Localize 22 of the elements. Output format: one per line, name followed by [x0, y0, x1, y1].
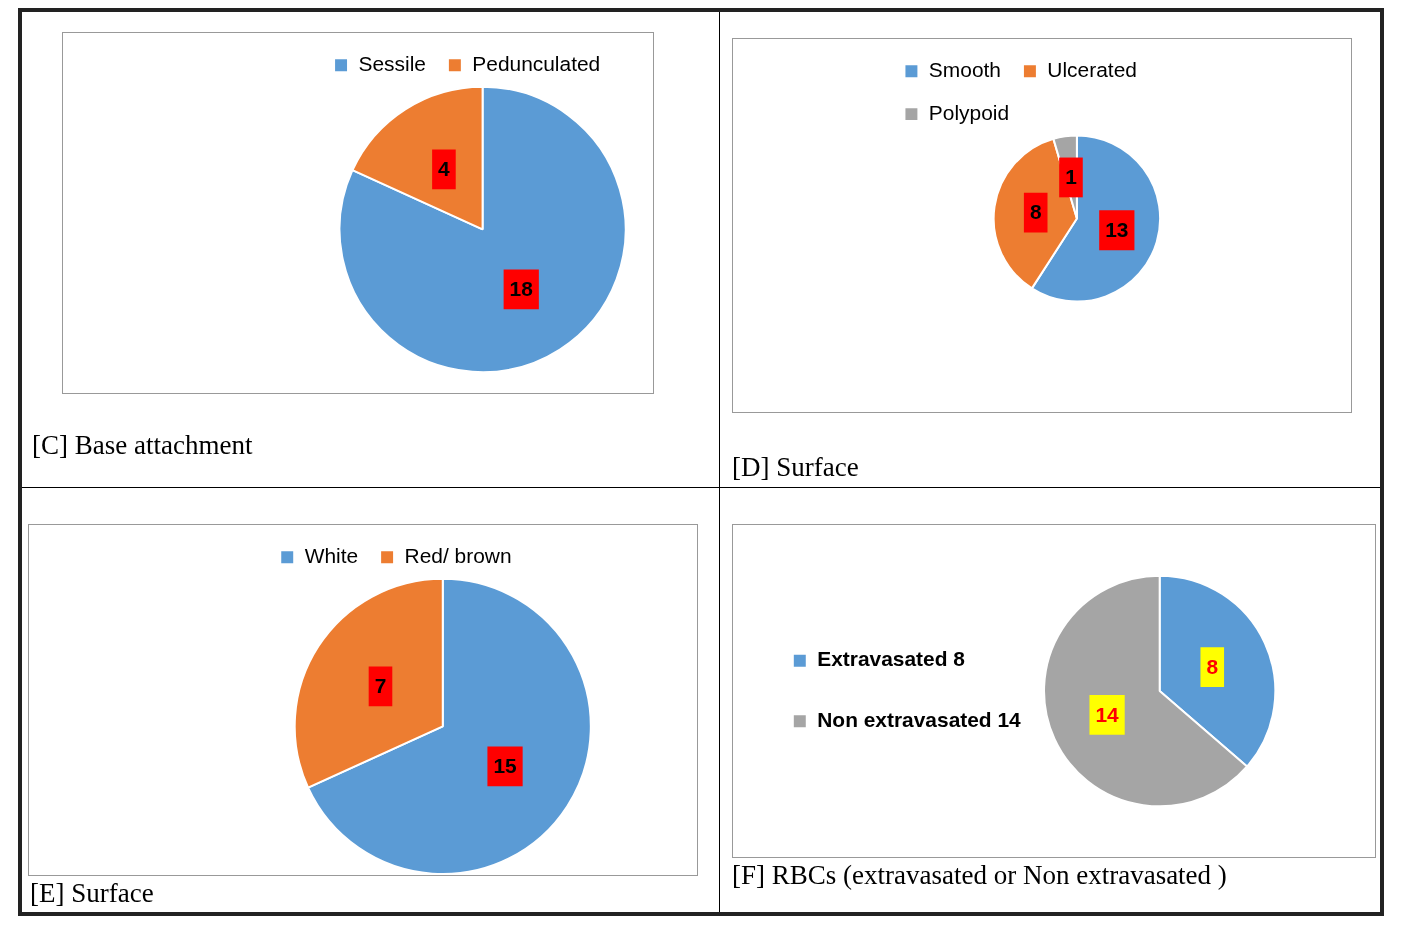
text: [D] Surface: [732, 452, 859, 483]
data-label: 14: [1095, 702, 1120, 726]
data-label: 13: [1105, 218, 1129, 241]
text: [E] Surface: [30, 878, 154, 909]
legend-label: White: [304, 544, 359, 568]
data-label: 8: [1206, 654, 1219, 678]
legend-label: Sessile: [358, 52, 426, 76]
legend-label: Non extravasated 14: [817, 708, 1022, 732]
data-label: 18: [509, 277, 533, 301]
legend-label: Extravasated 8: [817, 647, 965, 671]
data-label: 4: [438, 157, 451, 181]
data-label: 15: [493, 754, 518, 778]
legend-label: Polypoid: [928, 100, 1010, 124]
legend-label: Smooth: [928, 58, 1001, 82]
data-label: 1: [1065, 165, 1078, 189]
legend-label: Ulcerated: [1047, 58, 1137, 82]
text: [F] RBCs (extravasated or Non extravasated ): [732, 860, 1227, 891]
data-label: 7: [374, 674, 387, 698]
legend-label: Red/ brown: [404, 544, 512, 568]
legend-label: Pedunculated: [472, 52, 601, 76]
text: [C] Base attachment: [32, 430, 253, 461]
data-label: 8: [1029, 200, 1042, 224]
